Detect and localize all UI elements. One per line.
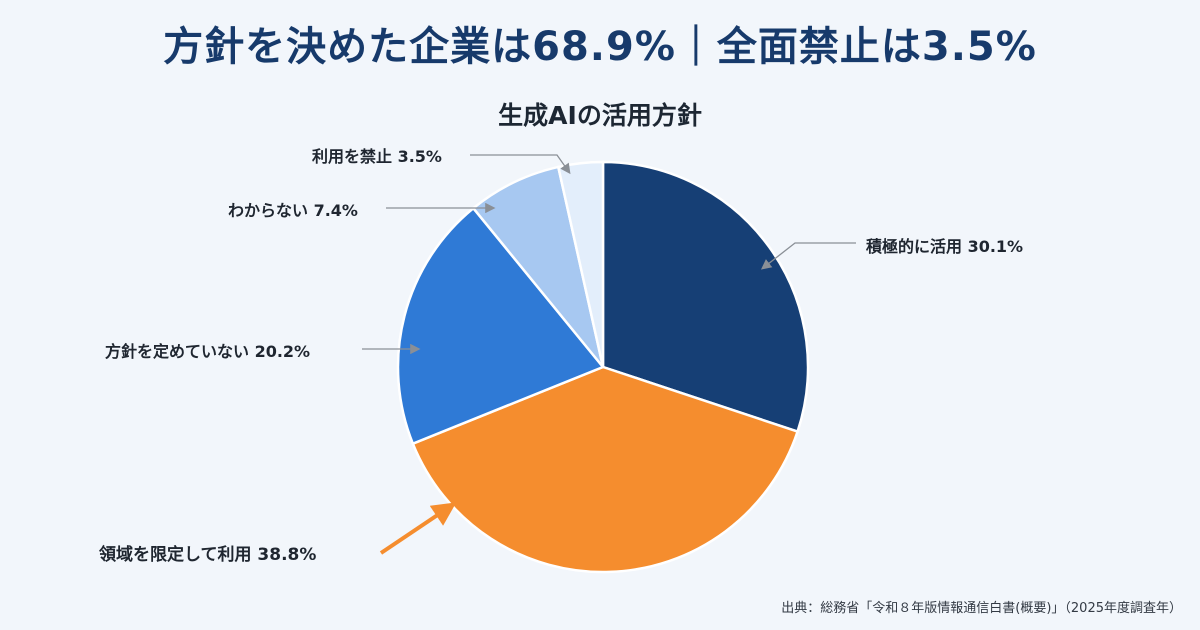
leader-active: [760, 242, 856, 270]
chart-title: 生成AIの活用方針: [498, 101, 702, 130]
source-note: 出典：総務省「令和８年版情報通信白書(概要)」（2025年度調査年）: [781, 601, 1182, 616]
label-limited: 領域を限定して利用 38.8%: [99, 544, 316, 565]
slice-limited: [411, 365, 800, 574]
label-prohibited: 利用を禁止 3.5%: [312, 147, 442, 166]
slice-active: [601, 160, 810, 434]
slice-labels: 利用を禁止 3.5% わからない 7.4% 積極的に活用 30.1% 方針を定め…: [99, 147, 1023, 565]
label-undecided: 方針を定めていない 20.2%: [105, 342, 310, 361]
pie-slices: [396, 160, 810, 574]
slice-undecided: [396, 206, 606, 446]
label-active: 積極的に活用 30.1%: [865, 237, 1023, 256]
slice-prohibited: [556, 160, 605, 368]
leader-prohibited: [470, 154, 571, 175]
leader-lines: [362, 154, 856, 555]
headline: 方針を決めた企業は68.9%｜全面禁止は3.5%: [163, 24, 1037, 70]
leader-limited: [379, 502, 457, 555]
label-unknown: わからない 7.4%: [228, 201, 358, 220]
